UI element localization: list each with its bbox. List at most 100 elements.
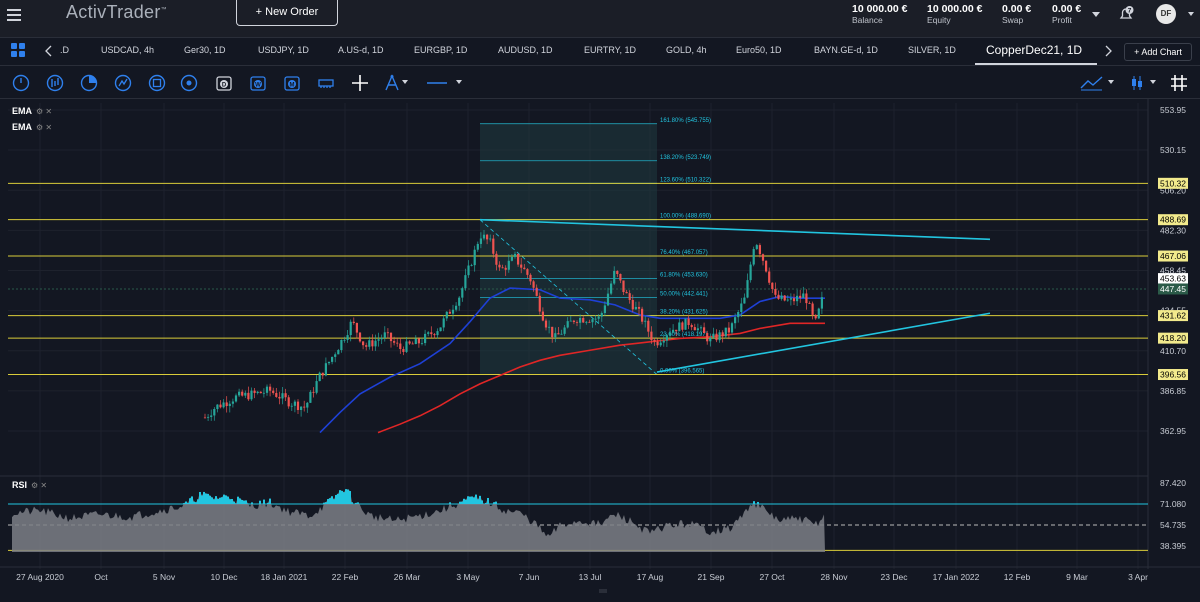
ema-1-settings-icon[interactable]: ⚙ ✕	[36, 107, 53, 116]
candle-body	[495, 253, 498, 265]
volume-icon[interactable]	[317, 74, 335, 92]
candle-body	[554, 333, 557, 338]
time-tick-label: 18 Jan 2021	[261, 572, 308, 582]
rsi-tick-label: 71.080	[1160, 499, 1186, 509]
alert-icon[interactable]	[180, 74, 198, 92]
drawing-tool-dropdown-icon[interactable]	[402, 80, 408, 84]
grid-layout-icon[interactable]	[11, 43, 26, 58]
account-dropdown-icon[interactable]	[1092, 12, 1100, 17]
tab-aus[interactable]: A.US-d, 1D	[338, 45, 384, 55]
calendar-m-icon[interactable]: M	[283, 74, 301, 92]
balance-label: Balance	[852, 15, 883, 25]
candle-body	[653, 339, 656, 342]
candle-settings-icon[interactable]	[1128, 74, 1146, 92]
trendlines[interactable]	[479, 218, 991, 373]
tab-euro50[interactable]: Euro50, 1D	[736, 45, 782, 55]
candle-body	[275, 392, 278, 397]
candle-body	[424, 333, 427, 344]
candle-body	[730, 323, 734, 333]
avatar[interactable]: DF	[1156, 4, 1176, 24]
time-tick-label: 9 Mar	[1066, 572, 1088, 582]
chart-type-dropdown-icon[interactable]	[1108, 80, 1114, 84]
candle-body	[637, 306, 641, 309]
tab-silver[interactable]: SILVER, 1D	[908, 45, 956, 55]
candle-body	[430, 332, 433, 335]
price-tick-label: 386.85	[1160, 386, 1186, 396]
level-badge-text: 396.56	[1160, 370, 1186, 380]
line-style-dropdown-icon[interactable]	[456, 80, 462, 84]
candle-body	[405, 341, 408, 352]
drawing-tool-icon[interactable]	[383, 74, 401, 92]
active-tab-indicator	[975, 63, 1097, 65]
candle-body	[526, 269, 529, 275]
tab-usdjpy[interactable]: USDJPY, 1D	[258, 45, 309, 55]
ema-2-settings-icon[interactable]: ⚙ ✕	[36, 123, 53, 132]
bell-icon[interactable]: 7	[1118, 6, 1134, 22]
candle-body	[439, 327, 442, 332]
candle-body	[281, 393, 284, 399]
level-badge-text: 447.45	[1160, 284, 1186, 294]
candle-body	[634, 306, 637, 310]
template-icon[interactable]	[148, 74, 166, 92]
rsi-settings-icon[interactable]: ⚙ ✕	[31, 481, 48, 490]
candle-body	[303, 406, 306, 408]
calendar-w-icon[interactable]: W	[249, 74, 267, 92]
avatar-dropdown-icon[interactable]	[1188, 12, 1194, 16]
price-chart[interactable]: 161.80% (545.755) 138.20% (523.749) 123.60…	[0, 99, 1200, 597]
ema-label-2: EMA ⚙ ✕	[12, 122, 52, 132]
ema-lines	[319, 287, 825, 434]
candle-body	[408, 341, 411, 344]
line-chart-type-icon[interactable]	[1080, 74, 1104, 92]
indicators-pie-icon[interactable]	[80, 74, 98, 92]
tab-gold[interactable]: GOLD, 4h	[666, 45, 707, 55]
tab-audusd[interactable]: AUDUSD, 1D	[498, 45, 553, 55]
candle-body	[461, 288, 464, 298]
tab-ger30[interactable]: Ger30, 1D	[184, 45, 226, 55]
timeframe-clock-icon[interactable]	[12, 74, 30, 92]
candle-body	[389, 332, 393, 342]
chevron-left-icon[interactable]	[45, 45, 53, 57]
calendar-d-icon[interactable]: D	[215, 74, 233, 92]
new-order-button[interactable]: + New Order	[236, 0, 338, 26]
candle-body	[510, 256, 513, 261]
candle-body	[396, 342, 399, 344]
tab-eurgbp[interactable]: EURGBP, 1D	[414, 45, 468, 55]
candle-body	[253, 390, 256, 393]
tab-copperdec21[interactable]: CopperDec21, 1D	[986, 43, 1083, 57]
menu-icon[interactable]	[7, 9, 21, 21]
candle-body	[358, 332, 362, 342]
crosshair-icon[interactable]	[351, 74, 369, 92]
tab-usdcad[interactable]: USDCAD, 4h	[101, 45, 155, 55]
chart-area[interactable]: 161.80% (545.755) 138.20% (523.749) 123.60…	[0, 99, 1200, 597]
tab-partial[interactable]: .D	[60, 45, 69, 55]
candle-body	[737, 312, 740, 318]
tab-bayn[interactable]: BAYN.GE-d, 1D	[814, 45, 878, 55]
candle-body	[724, 327, 727, 337]
compare-icon[interactable]	[114, 74, 132, 92]
time-tick-label: 27 Aug 2020	[16, 572, 64, 582]
candle-body	[386, 332, 389, 334]
equity-label: Equity	[927, 15, 951, 25]
chevron-right-icon[interactable]	[1104, 45, 1112, 57]
candle-body	[591, 319, 594, 323]
candle-body	[557, 333, 560, 335]
chart-type-icon[interactable]	[46, 74, 64, 92]
line-style-icon[interactable]	[426, 74, 448, 92]
candle-body	[817, 308, 820, 319]
app-logo: ActivTrader™	[66, 2, 167, 23]
scroll-handle	[599, 589, 607, 593]
add-chart-button[interactable]: + Add Chart	[1124, 43, 1192, 61]
candle-body	[445, 311, 448, 319]
equity-value: 10 000.00 €	[927, 3, 983, 15]
time-tick-label: 3 Apr	[1128, 572, 1148, 582]
tab-eurtry[interactable]: EURTRY, 1D	[584, 45, 637, 55]
candle-body	[761, 254, 765, 261]
candle-body	[786, 299, 789, 301]
candle-dropdown-icon[interactable]	[1150, 80, 1156, 84]
candle-body	[349, 321, 352, 336]
price-tick-label: 553.95	[1160, 105, 1186, 115]
grid-toggle-icon[interactable]	[1170, 74, 1188, 92]
candle-body	[579, 317, 582, 323]
candle-body	[575, 321, 579, 323]
candle-body	[544, 320, 548, 328]
